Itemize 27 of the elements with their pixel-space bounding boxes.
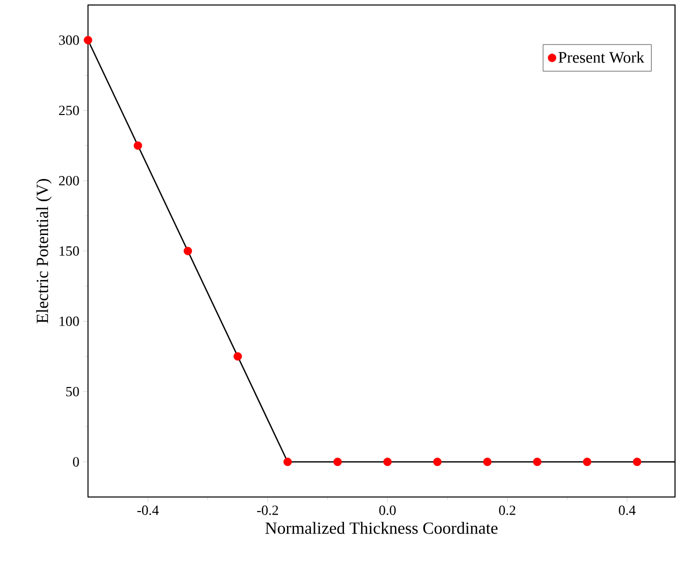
point <box>184 246 192 256</box>
x-tick-label: 0.4 <box>618 506 636 516</box>
point <box>333 458 342 466</box>
legend-label: Present Work <box>558 52 644 63</box>
x-tick-label: 0.2 <box>499 506 516 516</box>
x-tick-label: -0.2 <box>257 506 278 516</box>
point <box>582 458 592 466</box>
x-tick-label: 0.0 <box>379 506 396 516</box>
y-tick-label: 150 <box>60 246 79 256</box>
point <box>483 458 492 466</box>
y-tick-label: 100 <box>60 316 79 326</box>
y-tick-label: 200 <box>59 176 79 186</box>
x-tick-label: -0.4 <box>137 506 159 516</box>
y-tick-label: 250 <box>59 106 79 116</box>
x-axis-title: Normalized Thickness Coordinate <box>265 522 498 534</box>
point <box>433 458 442 466</box>
point <box>234 352 242 361</box>
point <box>283 458 292 466</box>
point <box>134 141 142 150</box>
point <box>383 458 392 466</box>
y-axis-title: Electric Potential (V) <box>36 179 52 324</box>
point <box>533 458 542 466</box>
point <box>84 36 92 44</box>
y-tick-label: 300 <box>59 35 79 45</box>
y-tick-label: 0 <box>73 457 79 467</box>
point <box>632 458 642 466</box>
y-tick-label: 50 <box>66 386 79 396</box>
